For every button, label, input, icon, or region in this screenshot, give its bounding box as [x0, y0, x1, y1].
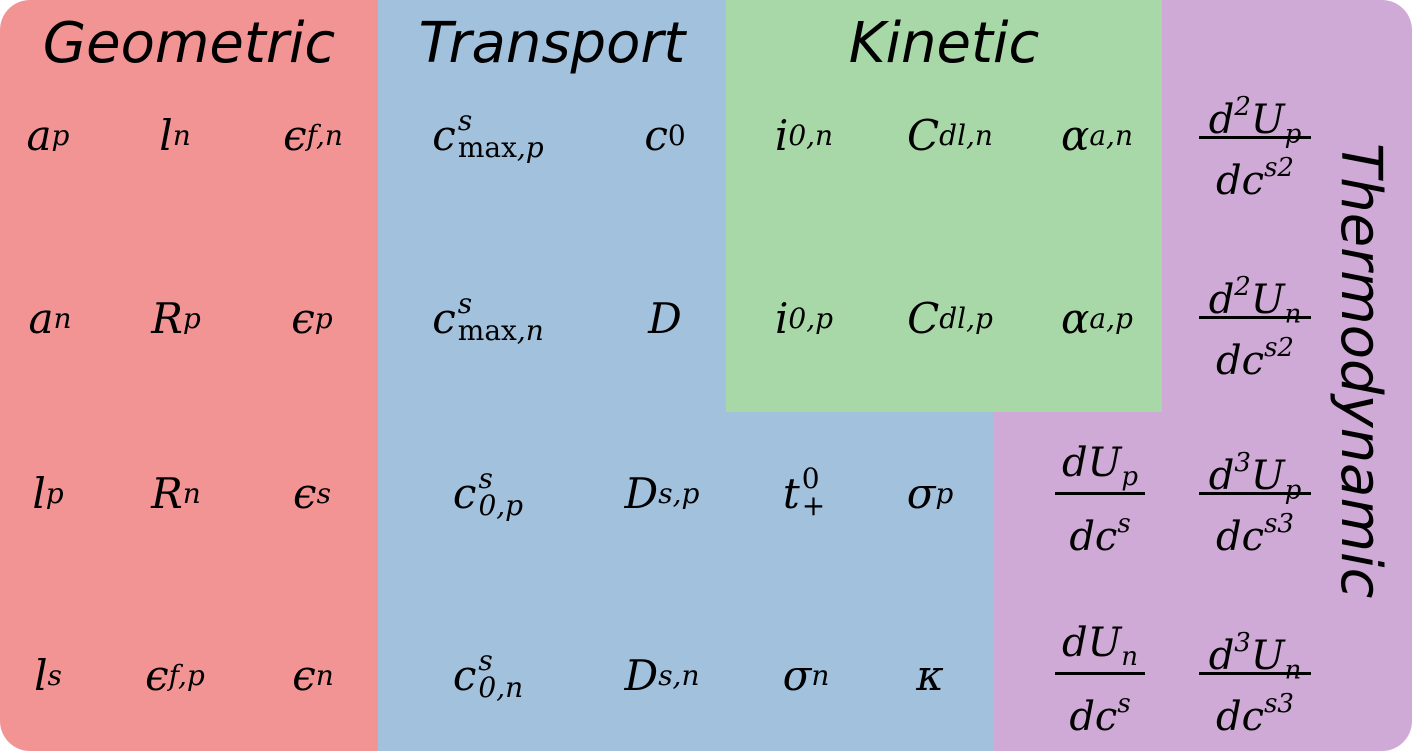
kinetic-region [726, 0, 1162, 412]
fraction-dUp-dcs: dUp dcs [1020, 434, 1180, 560]
thermodynamic-region-bottom [994, 412, 1412, 751]
transport-region [378, 0, 726, 751]
thermodynamic-header: Thermodynamic [1328, 143, 1393, 599]
fraction-d2Up-dcs2: d2Up dcs2 [1175, 78, 1335, 204]
geometric-header: Geometric [42, 11, 336, 76]
fraction-d2Un-dcs2: d2Un dcs2 [1175, 258, 1335, 384]
kinetic-header: Kinetic [848, 11, 1040, 76]
fraction-bar [1199, 672, 1311, 675]
symbol-eps-f-n: ϵ f,n [283, 110, 343, 160]
fraction-bar [1055, 672, 1145, 675]
transport-header: Transport [418, 11, 686, 76]
thermodynamic-region-top [1162, 0, 1412, 412]
fraction-bar [1055, 492, 1145, 495]
symbol-c-s-max-p: c s max,p [432, 104, 544, 164]
transport-region-extension [726, 412, 994, 751]
fraction-bar [1199, 136, 1311, 139]
fraction-dUn-dcs: dUn dcs [1020, 614, 1180, 740]
symbol-c-s-max-n: c s max,n [432, 287, 544, 347]
symbol-alpha-a-p: α a,p [1061, 293, 1133, 343]
symbol-alpha-a-n: α a,n [1060, 110, 1133, 160]
symbol-kappa: κ [916, 650, 944, 700]
fraction-d3Up-dcs3: d3Up dcs3 [1175, 434, 1335, 560]
symbol-c-s-0-p: c s 0,p [452, 462, 524, 522]
symbol-c-s-0-n: c s 0,n [452, 644, 524, 704]
fraction-bar [1199, 492, 1311, 495]
fraction-bar [1199, 316, 1311, 319]
symbol-i-0-p: i 0,p [774, 293, 834, 343]
geometric-region [0, 0, 378, 751]
symbol-eps-f-p: ϵ f,p [145, 650, 205, 700]
fraction-d3Un-dcs3: d3Un dcs3 [1175, 614, 1335, 740]
symbol-i-0-n: i 0,n [774, 110, 834, 160]
symbol-D: D [648, 293, 682, 343]
symbol-t-plus-0: t 0 + [782, 462, 826, 522]
